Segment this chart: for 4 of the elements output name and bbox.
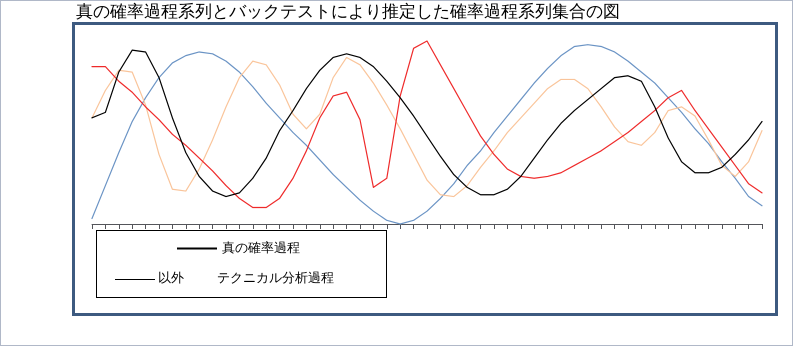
text: 以外 [158, 271, 184, 286]
legend-label: 真の確率過程 [222, 240, 300, 256]
chart-title: 真の確率過程系列とバックテストにより推定した確率過程系列集合の図 [76, 1, 620, 23]
text: テクニカル分析過程 [217, 271, 334, 286]
